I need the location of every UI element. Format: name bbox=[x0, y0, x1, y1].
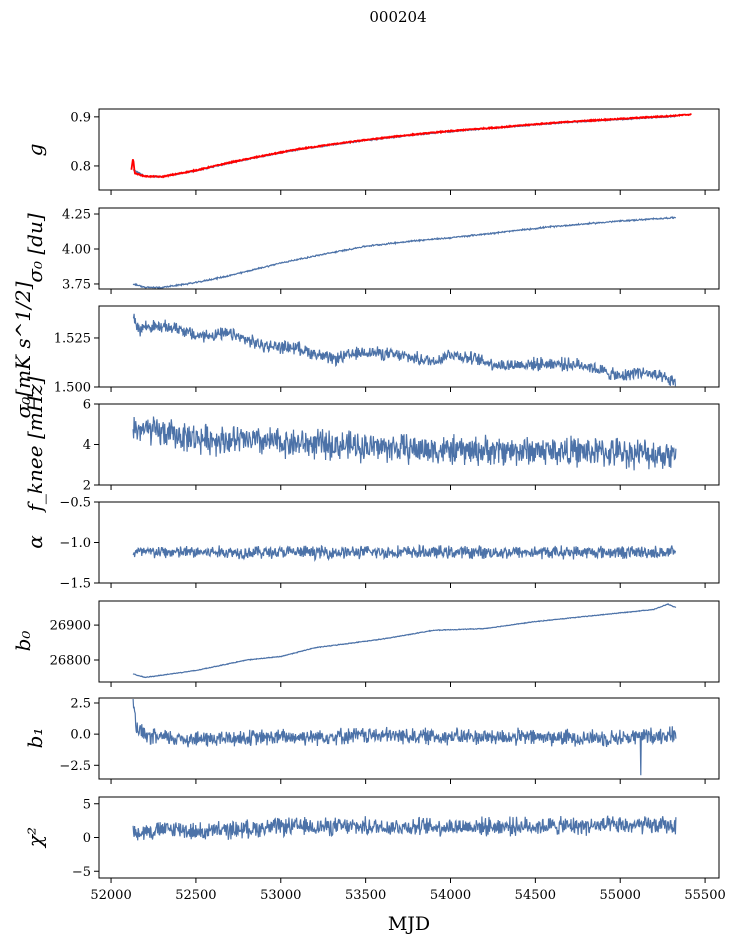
panel-8: 5 0 −5 52000 52500 53000 53500 54000 54500 55000 5… bbox=[23, 796, 726, 903]
x-tick-label: 52000 bbox=[90, 888, 131, 903]
axes-frame bbox=[98, 108, 720, 191]
y-tick-label: 4.25 bbox=[62, 208, 91, 223]
x-tick-label: 54000 bbox=[430, 888, 471, 903]
y-axis-label: σ₀ [du] bbox=[23, 213, 47, 283]
panel-6: 26900 26800 b₀ bbox=[11, 600, 720, 687]
y-axis-label: b₀ bbox=[11, 631, 35, 652]
y-tick-label: 0.9 bbox=[70, 110, 91, 125]
panel-7: 2.5 0.0 −2.5 b₁ bbox=[23, 696, 720, 784]
y-tick-label: 2.5 bbox=[70, 696, 91, 711]
axes-frame bbox=[98, 403, 720, 486]
y-tick-label: 4.00 bbox=[62, 242, 91, 257]
panel-5: −0.5 −1.0 −1.5 α bbox=[23, 496, 720, 592]
panel-2: 4.25 4.00 3.75 σ₀ [du] bbox=[23, 207, 720, 294]
y-tick-label: 0.0 bbox=[70, 728, 91, 743]
panel-4: 6 4 2 f_knee [mHz] bbox=[23, 376, 720, 513]
data-series-line bbox=[132, 416, 677, 471]
data-series-line bbox=[132, 313, 676, 387]
overlay-series-line bbox=[130, 113, 692, 179]
chart-title: 000204 bbox=[369, 8, 426, 26]
y-tick-label: −1.5 bbox=[59, 577, 91, 592]
y-tick-label: 3.75 bbox=[62, 277, 91, 292]
y-axis-label: α bbox=[23, 535, 47, 549]
y-tick-label: 1.500 bbox=[54, 381, 91, 396]
y-axis-label: χ² bbox=[23, 827, 47, 849]
y-tick-label: −0.5 bbox=[59, 496, 91, 511]
axes-frame bbox=[98, 305, 720, 388]
y-tick-label: −2.5 bbox=[59, 759, 91, 774]
y-tick-label: 4 bbox=[83, 438, 91, 453]
data-series-line bbox=[132, 815, 677, 841]
data-series-line bbox=[132, 544, 676, 563]
x-tick-label: 53500 bbox=[345, 888, 386, 903]
y-axis-label: f_knee [mHz] bbox=[23, 376, 47, 513]
y-tick-label: 1.525 bbox=[54, 331, 91, 346]
y-tick-label: −5 bbox=[72, 865, 91, 880]
x-tick-label: 54500 bbox=[515, 888, 556, 903]
data-series-line bbox=[132, 698, 677, 776]
y-tick-label: 6 bbox=[83, 398, 91, 413]
y-axis-label: b₁ bbox=[23, 728, 47, 749]
axes-frame bbox=[98, 600, 720, 683]
y-axis-label: g bbox=[23, 144, 47, 157]
y-tick-label: 0 bbox=[83, 831, 91, 846]
x-tick-label: 52500 bbox=[175, 888, 216, 903]
axes-frame bbox=[98, 796, 720, 879]
y-tick-label: 26800 bbox=[50, 654, 91, 669]
x-axis-label: MJD bbox=[388, 913, 430, 935]
x-tick-label: 55500 bbox=[684, 888, 725, 903]
y-tick-label: 26900 bbox=[50, 619, 91, 634]
y-tick-label: 2 bbox=[83, 479, 91, 494]
x-tick-label: 55000 bbox=[600, 888, 641, 903]
y-tick-label: −1.0 bbox=[59, 536, 91, 551]
y-tick-label: 5 bbox=[83, 797, 91, 812]
y-axis-label: σ₀[mK s^1/2] bbox=[11, 281, 35, 418]
data-series-line bbox=[132, 115, 677, 179]
axes-frame bbox=[98, 697, 720, 780]
panel-3: 1.525 1.500 σ₀[mK s^1/2] bbox=[11, 281, 720, 418]
x-tick-label: 53000 bbox=[260, 888, 301, 903]
y-tick-label: 0.8 bbox=[70, 159, 91, 174]
data-series-line bbox=[132, 215, 676, 289]
axes-frame bbox=[98, 501, 720, 584]
panel-1: 0.9 0.8 g bbox=[23, 108, 720, 195]
data-series-line bbox=[132, 603, 677, 679]
